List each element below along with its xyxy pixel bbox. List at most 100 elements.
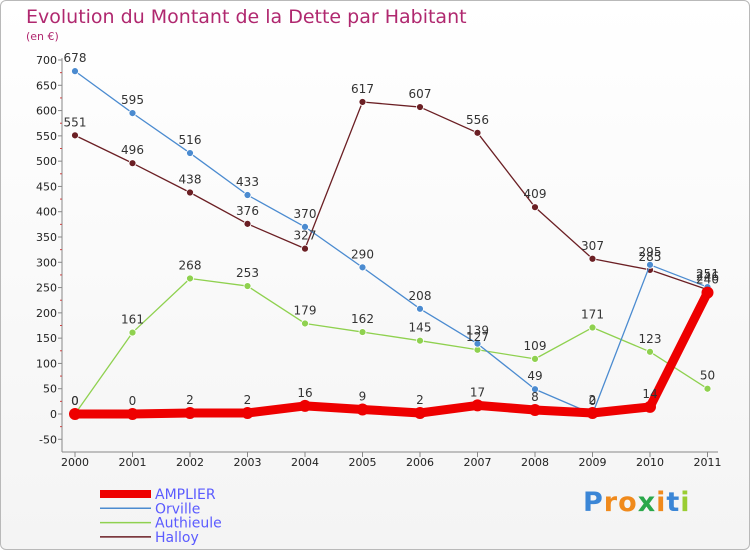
point-orville: [186, 149, 194, 157]
logo-letter: r: [603, 487, 619, 518]
point-authieule: [358, 328, 367, 336]
data-label-halloy: 496: [121, 143, 144, 157]
point-orville: [128, 109, 137, 118]
y-tick-label: 150: [36, 332, 57, 345]
data-label-amplier: 14: [642, 387, 657, 401]
series-line-halloy: [74, 101, 709, 291]
data-label-amplier: 17: [470, 385, 485, 399]
data-label-authieule: 0: [71, 394, 79, 408]
data-label-amplier: 2: [416, 393, 424, 407]
legend-label-authieule: Authieule: [155, 516, 222, 532]
data-label-amplier: 9: [359, 389, 367, 403]
point-halloy: [416, 103, 424, 111]
data-label-authieule: 162: [351, 312, 374, 326]
data-label-orville: 208: [409, 289, 432, 303]
data-label-amplier: 16: [297, 386, 312, 400]
legend-label-halloy: Halloy: [155, 530, 199, 546]
point-amplier: [471, 399, 484, 412]
data-label-halloy: 438: [179, 173, 202, 187]
point-amplier: [69, 408, 81, 420]
point-halloy: [358, 98, 367, 106]
data-label-authieule: 171: [581, 308, 604, 322]
y-tick-label: 200: [36, 307, 57, 320]
point-amplier: [241, 406, 254, 419]
data-label-halloy: 327: [294, 229, 317, 243]
data-label-halloy: 617: [351, 82, 374, 96]
data-label-orville: 139: [466, 324, 489, 338]
point-amplier: [356, 403, 369, 416]
series-line-amplier: [70, 288, 712, 419]
x-tick-label: 2010: [636, 456, 664, 469]
logo-letter: i: [656, 487, 667, 518]
point-authieule: [588, 323, 597, 332]
data-label-orville: 595: [121, 93, 144, 107]
point-authieule: [243, 282, 252, 290]
point-halloy: [243, 219, 252, 228]
data-label-halloy: 376: [236, 204, 259, 218]
point-halloy: [186, 188, 194, 197]
y-tick-label: 350: [36, 231, 57, 244]
point-amplier: [701, 286, 714, 299]
x-tick-label: 2004: [291, 456, 319, 469]
axes: -500501001502002503003504004505005506006…: [36, 54, 722, 469]
data-label-authieule: 50: [700, 369, 715, 383]
data-label-amplier: 2: [589, 393, 597, 407]
data-label-halloy: 409: [524, 187, 547, 201]
point-authieule: [531, 354, 539, 363]
point-halloy: [588, 254, 597, 263]
point-amplier: [414, 406, 426, 419]
data-label-authieule: 179: [294, 303, 317, 317]
data-label-halloy: 551: [64, 115, 87, 129]
logo-letter: t: [666, 487, 681, 518]
data-label-authieule: 109: [524, 339, 547, 353]
chart-title: Evolution du Montant de la Dette par Hab…: [26, 6, 467, 28]
x-tick-label: 2011: [694, 456, 722, 469]
y-tick-label: 450: [36, 180, 57, 193]
point-authieule: [703, 384, 712, 393]
logo-letter: i: [680, 487, 691, 518]
series-line-authieule: [74, 277, 709, 415]
x-tick-label: 2006: [406, 456, 434, 469]
x-tick-label: 2007: [464, 456, 492, 469]
series-line-orville: [74, 70, 709, 415]
chart-subtitle: (en €): [26, 30, 59, 43]
y-tick-label: 550: [36, 130, 57, 143]
data-label-orville: 678: [64, 51, 87, 65]
data-label-amplier: 240: [696, 273, 719, 287]
data-label-orville: 0: [589, 394, 597, 408]
y-tick-label: 700: [36, 54, 57, 67]
data-label-authieule: 123: [639, 332, 662, 346]
point-orville: [646, 260, 654, 269]
data-label-amplier: 2: [244, 393, 252, 407]
y-tick-label: 300: [36, 256, 57, 269]
point-amplier: [529, 403, 541, 416]
logo-letter: P: [583, 487, 604, 518]
x-tick-label: 2000: [61, 456, 89, 469]
point-authieule: [646, 347, 654, 356]
data-label-amplier: 0: [71, 394, 79, 408]
data-label-authieule: 268: [179, 258, 202, 272]
point-halloy: [473, 128, 482, 137]
data-label-orville: 49: [527, 369, 542, 383]
point-authieule: [416, 336, 424, 345]
y-tick-label: -50: [39, 433, 57, 446]
data-label-authieule: 145: [409, 321, 432, 335]
data-label-authieule: 253: [236, 266, 259, 280]
x-tick-label: 2005: [349, 456, 377, 469]
point-amplier: [586, 406, 599, 419]
point-halloy: [128, 159, 137, 168]
point-amplier: [126, 408, 139, 420]
y-tick-label: 600: [36, 105, 57, 118]
data-label-halloy: 285: [639, 250, 662, 264]
x-tick-label: 2003: [234, 456, 262, 469]
data-label-amplier: 8: [531, 390, 539, 404]
data-label-orville: 251: [696, 267, 719, 281]
logo-letter: x: [637, 487, 657, 518]
point-orville: [71, 67, 79, 76]
data-label-authieule: 161: [121, 313, 144, 327]
point-amplier: [184, 406, 196, 419]
